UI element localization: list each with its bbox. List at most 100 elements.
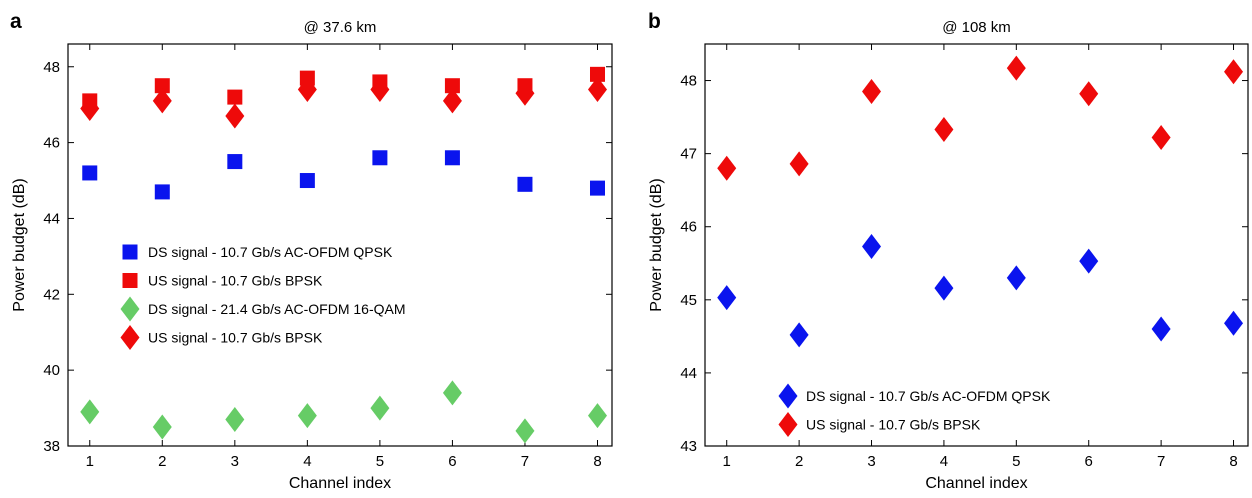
legend-entry: US signal - 10.7 Gb/s BPSK [806,417,981,433]
chart-title: @ 37.6 km [304,19,377,36]
series-3 [80,77,607,129]
y-tick-label: 40 [43,362,60,379]
data-point [1006,55,1026,81]
chart-panel-a: a @ 37.6 km 1 2 3 4 5 6 7 8 38 40 42 44 46 48 Channel in… [10,10,613,492]
data-point [370,395,390,421]
data-point [1224,310,1244,336]
data-point [444,78,460,94]
data-point [717,285,737,311]
data-point [297,403,317,429]
panel-label: b [648,10,661,33]
data-point [299,173,315,189]
chart-title: @ 108 km [942,19,1011,36]
x-tick-label: 8 [593,453,601,470]
data-point [789,151,809,177]
data-point [152,88,172,114]
legend: DS signal - 10.7 Gb/s AC-OFDM QPSK US sig… [778,383,1051,437]
x-tick-label: 2 [158,453,166,470]
data-point [225,406,245,432]
data-point [227,89,243,105]
data-point [587,77,607,103]
legend-entry: US signal - 10.7 Gb/s BPSK [148,273,323,289]
x-tick-label: 7 [1157,453,1165,470]
data-point [154,184,170,200]
series-2 [80,380,607,444]
y-tick-label: 45 [680,292,697,309]
data-point [1006,265,1026,291]
data-point [717,155,737,181]
y-tick-label: 48 [680,73,697,90]
data-point [152,414,172,440]
data-point [1224,59,1244,85]
x-axis-label: Channel index [289,475,391,492]
y-tick-label: 43 [680,438,697,455]
x-tick-label: 4 [940,453,948,470]
x-tick-label: 5 [1012,453,1020,470]
data-point [862,79,882,105]
data-point [80,95,100,121]
y-tick-label: 44 [680,365,697,382]
y-axis-label: Power budget (dB) [648,178,665,311]
data-point [442,380,462,406]
data-point [1079,248,1099,274]
plot-frame [67,43,613,447]
data-point [934,275,954,301]
y-tick-label: 48 [43,59,60,76]
x-tick-label: 2 [795,453,803,470]
x-tick-label: 3 [867,453,875,470]
data-point [227,154,243,170]
legend-entry: US signal - 10.7 Gb/s BPSK [148,330,323,346]
y-tick-label: 47 [680,146,697,163]
legend-entry: DS signal - 21.4 Gb/s AC-OFDM 16-QAM [148,301,406,317]
x-tick-label: 6 [1085,453,1093,470]
data-point [589,66,605,82]
y-tick-label: 46 [680,219,697,236]
data-point [862,233,882,259]
data-point [372,150,388,166]
x-tick-label: 8 [1229,453,1237,470]
x-tick-label: 7 [521,453,529,470]
y-tick-label: 42 [43,286,60,303]
legend-marker [122,244,138,260]
x-tick-label: 6 [448,453,456,470]
legend-entry: DS signal - 10.7 Gb/s AC-OFDM QPSK [806,388,1051,404]
data-point [297,77,317,103]
data-point [589,180,605,196]
x-axis-label: Channel index [925,475,1027,492]
legend-marker [120,296,140,322]
series-0 [82,150,605,200]
data-point [225,103,245,129]
data-point [587,403,607,429]
data-point [154,78,170,94]
data-point [1151,125,1171,151]
y-tick-label: 46 [43,135,60,152]
data-point [515,80,535,106]
x-tick-label: 1 [86,453,94,470]
data-point [1151,316,1171,342]
legend-marker [778,412,798,437]
data-point [515,418,535,444]
series-0 [717,233,1244,348]
series-1 [717,55,1244,181]
legend-marker [122,273,138,288]
x-tick-label: 5 [376,453,384,470]
data-point [82,165,98,181]
y-tick-label: 38 [43,438,60,455]
x-tick-label: 4 [303,453,311,470]
data-point [934,117,954,143]
data-point [789,322,809,348]
data-point [370,77,390,103]
panel-label: a [10,10,22,33]
legend-marker [120,325,140,350]
legend: DS signal - 10.7 Gb/s AC-OFDM QPSK US sig… [120,244,406,350]
data-point [444,150,460,166]
y-tick-label: 44 [43,210,60,227]
data-point [1079,81,1099,107]
data-point [80,399,100,425]
legend-marker [778,383,798,409]
data-point [517,176,533,192]
y-axis-label: Power budget (dB) [11,178,28,311]
legend-entry: DS signal - 10.7 Gb/s AC-OFDM QPSK [148,244,393,260]
